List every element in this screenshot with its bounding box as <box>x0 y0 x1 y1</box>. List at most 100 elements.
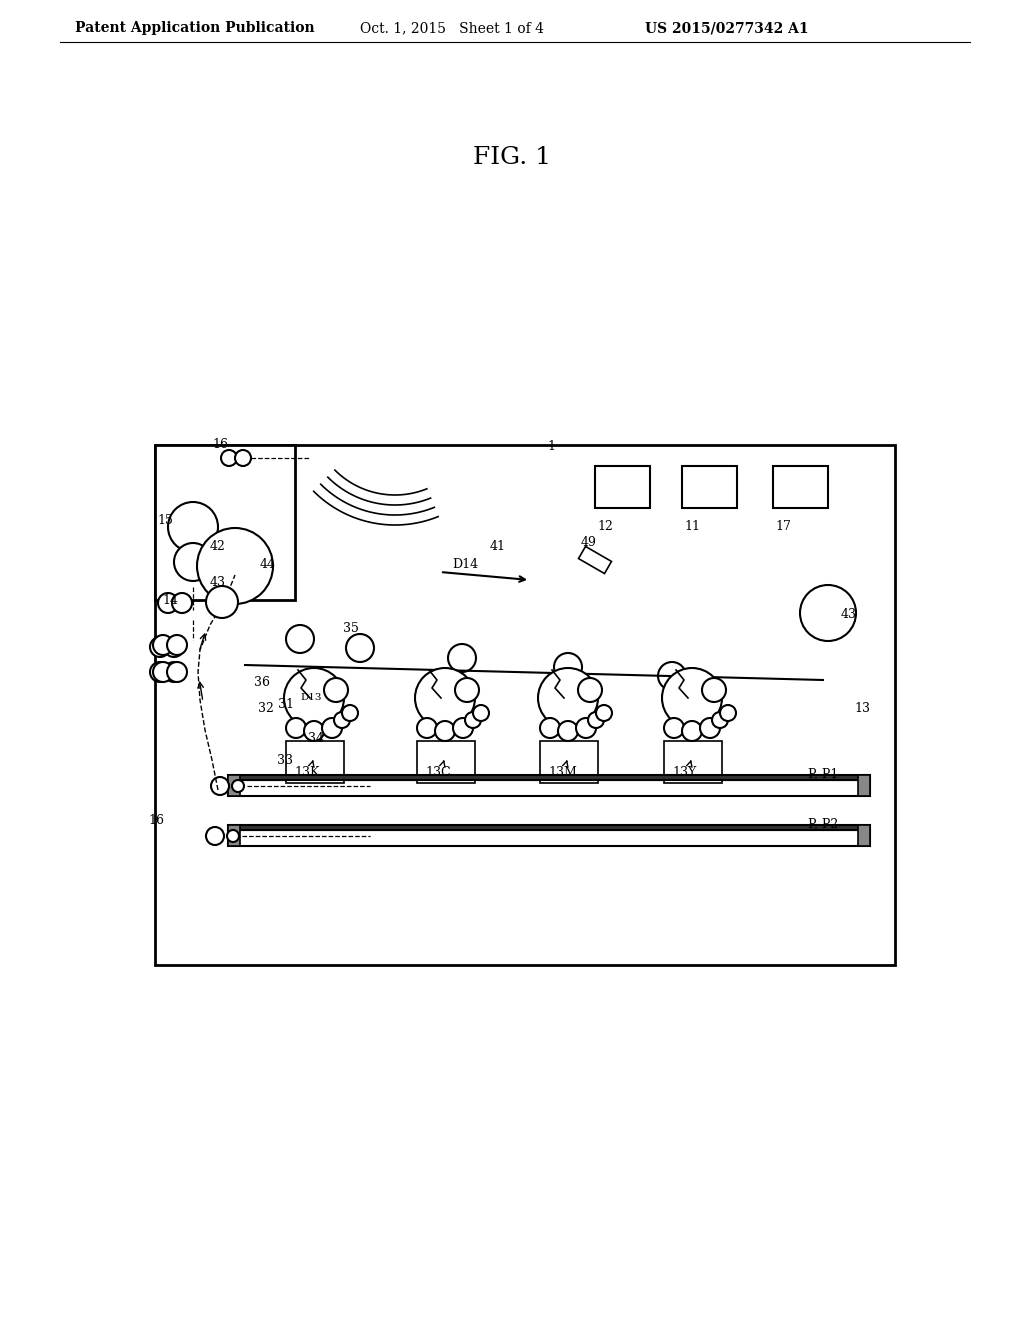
Text: 15: 15 <box>157 513 173 527</box>
Circle shape <box>164 663 184 682</box>
Circle shape <box>172 593 193 612</box>
Circle shape <box>197 528 273 605</box>
Text: Patent Application Publication: Patent Application Publication <box>75 21 314 36</box>
Circle shape <box>417 718 437 738</box>
Circle shape <box>712 711 728 729</box>
Circle shape <box>465 711 481 729</box>
Circle shape <box>153 663 173 682</box>
Circle shape <box>435 721 455 741</box>
Text: 31: 31 <box>278 697 294 710</box>
Circle shape <box>662 668 722 729</box>
Circle shape <box>150 638 170 657</box>
Circle shape <box>578 678 602 702</box>
Text: D14: D14 <box>452 557 478 570</box>
Text: P, P1: P, P1 <box>808 767 839 780</box>
Bar <box>228 780 870 796</box>
Text: 14: 14 <box>162 594 178 606</box>
Circle shape <box>221 450 237 466</box>
Circle shape <box>284 668 344 729</box>
Bar <box>286 741 344 783</box>
Text: 13Y: 13Y <box>672 766 696 779</box>
Text: 34: 34 <box>308 731 324 744</box>
Circle shape <box>234 450 251 466</box>
Bar <box>228 775 870 780</box>
Circle shape <box>168 502 218 552</box>
Circle shape <box>167 635 187 655</box>
Text: 13: 13 <box>854 701 870 714</box>
Text: 13K: 13K <box>294 766 319 779</box>
Text: 11: 11 <box>684 520 700 533</box>
Text: 1: 1 <box>547 440 555 453</box>
Circle shape <box>682 721 702 741</box>
Text: 13M: 13M <box>548 766 577 779</box>
Circle shape <box>158 593 178 612</box>
Circle shape <box>206 586 238 618</box>
Text: P, P2: P, P2 <box>808 817 839 830</box>
Text: 33: 33 <box>278 754 293 767</box>
Bar <box>858 825 870 846</box>
Circle shape <box>342 705 358 721</box>
Text: 36: 36 <box>254 676 270 689</box>
Polygon shape <box>579 546 611 574</box>
Circle shape <box>700 718 720 738</box>
Circle shape <box>800 585 856 642</box>
Circle shape <box>174 543 212 581</box>
Text: Oct. 1, 2015   Sheet 1 of 4: Oct. 1, 2015 Sheet 1 of 4 <box>360 21 544 36</box>
Text: 32: 32 <box>258 701 273 714</box>
Circle shape <box>286 624 314 653</box>
Circle shape <box>720 705 736 721</box>
Circle shape <box>664 718 684 738</box>
Bar <box>664 741 722 783</box>
Circle shape <box>150 663 170 682</box>
Text: 49: 49 <box>581 536 597 549</box>
Circle shape <box>211 777 229 795</box>
Circle shape <box>588 711 604 729</box>
Bar <box>155 445 295 601</box>
Circle shape <box>455 678 479 702</box>
Bar <box>540 741 598 783</box>
Text: 43: 43 <box>210 577 226 590</box>
Text: 35: 35 <box>343 623 358 635</box>
Circle shape <box>286 718 306 738</box>
Text: 12: 12 <box>597 520 613 533</box>
Bar <box>228 830 870 846</box>
Text: US 2015/0277342 A1: US 2015/0277342 A1 <box>645 21 809 36</box>
Circle shape <box>346 634 374 663</box>
Circle shape <box>596 705 612 721</box>
Text: FIG. 1: FIG. 1 <box>473 147 551 169</box>
Circle shape <box>554 653 582 681</box>
Bar <box>417 741 475 783</box>
Bar <box>155 445 895 965</box>
Text: 13C: 13C <box>425 766 451 779</box>
Bar <box>595 466 650 508</box>
Bar <box>228 775 240 796</box>
Text: 17: 17 <box>775 520 791 533</box>
Circle shape <box>453 718 473 738</box>
Circle shape <box>232 780 244 792</box>
Circle shape <box>167 663 187 682</box>
Circle shape <box>206 828 224 845</box>
Bar <box>773 466 828 508</box>
Circle shape <box>227 830 239 842</box>
Text: 43: 43 <box>841 609 857 622</box>
Circle shape <box>473 705 489 721</box>
Circle shape <box>538 668 598 729</box>
Text: 16: 16 <box>148 813 164 826</box>
Circle shape <box>164 638 184 657</box>
Bar <box>858 775 870 796</box>
Circle shape <box>558 721 578 741</box>
Text: D13: D13 <box>300 693 322 701</box>
Text: 42: 42 <box>210 540 226 553</box>
Circle shape <box>415 668 475 729</box>
Text: 16: 16 <box>212 437 228 450</box>
Circle shape <box>540 718 560 738</box>
Text: 41: 41 <box>490 540 506 553</box>
Text: 44: 44 <box>260 558 276 572</box>
Circle shape <box>334 711 350 729</box>
Circle shape <box>575 718 596 738</box>
Circle shape <box>304 721 324 741</box>
Bar <box>228 825 870 830</box>
Bar <box>682 466 737 508</box>
Circle shape <box>702 678 726 702</box>
Circle shape <box>324 678 348 702</box>
